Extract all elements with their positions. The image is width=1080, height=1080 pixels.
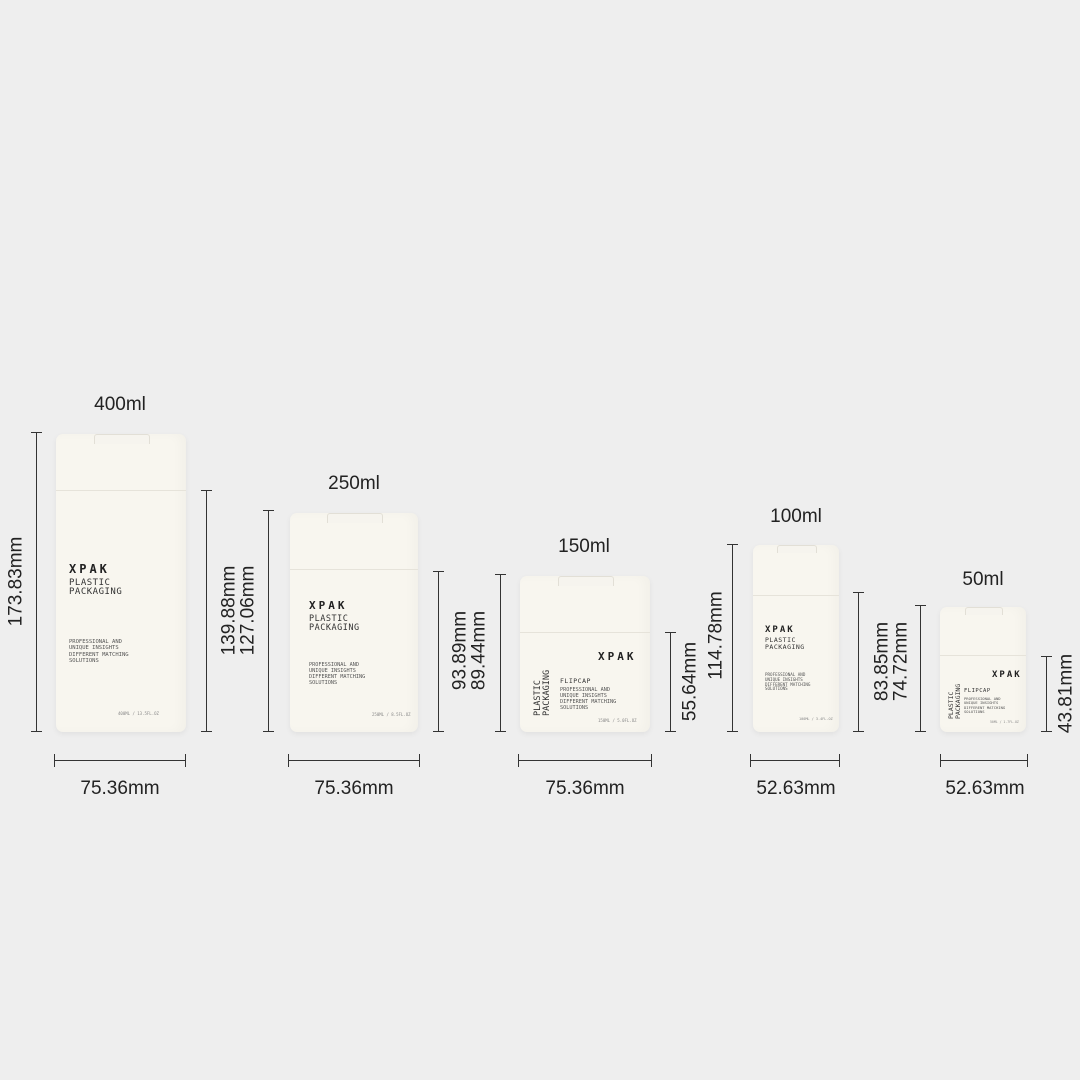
bottle-50ml: PLASTIC PACKAGING XPAK FLIPCAP PROFESSIO… xyxy=(940,607,1026,732)
body-height-dimension xyxy=(665,632,676,732)
volume-mark: 150ML / 5.0FL.OZ xyxy=(598,718,637,723)
total-height-label-2: 127.06mm xyxy=(237,565,259,656)
brand-logo: XPAK xyxy=(765,625,795,635)
bottle-100ml: XPAK PLASTIC PACKAGING PROFESSIONAL AND … xyxy=(753,545,839,732)
total-height-dimension xyxy=(263,510,274,732)
volume-mark: 100ML / 3.4FL.OZ xyxy=(799,717,833,721)
width-label: 75.36mm xyxy=(545,778,625,799)
product-line-2: PACKAGING xyxy=(69,587,123,597)
flip-cap-tab xyxy=(327,513,383,523)
product-line-2: PACKAGING xyxy=(309,623,360,633)
brand-logo: XPAK xyxy=(69,562,110,576)
total-height-dimension xyxy=(31,432,42,732)
capacity-label-400ml: 400ml xyxy=(94,394,146,415)
description: PROFESSIONAL AND UNIQUE INSIGHTS DIFFERE… xyxy=(765,672,811,692)
total-height-label-5: 74.72mm xyxy=(890,621,912,702)
description: PROFESSIONAL AND UNIQUE INSIGHTS DIFFERE… xyxy=(560,687,617,711)
volume-mark: 50ML / 1.7FL.OZ xyxy=(990,720,1019,724)
body-height-label: 139.88mm xyxy=(218,565,240,656)
product-line-1: PLASTIC xyxy=(309,614,349,624)
flip-cap-tab xyxy=(965,607,1003,615)
flip-cap-tab xyxy=(777,545,817,553)
product-line-1: PLASTIC xyxy=(765,636,796,644)
bottle-150ml: PLASTIC PACKAGING XPAK FLIPCAP PROFESSIO… xyxy=(520,576,650,732)
volume-mark: 250ML / 8.5FL.OZ xyxy=(372,712,411,717)
width-label: 75.36mm xyxy=(314,778,394,799)
brand-logo: XPAK xyxy=(309,599,348,612)
total-height-label-3: 89.44mm xyxy=(468,610,490,691)
width-label: 75.36mm xyxy=(80,778,160,799)
body-height-label: 93.89mm xyxy=(449,610,471,691)
cap-seam xyxy=(753,595,839,596)
brand-logo: XPAK xyxy=(992,670,1022,680)
volume-mark: 400ML / 13.5FL.OZ xyxy=(118,711,159,716)
width-dimension xyxy=(750,754,840,767)
width-label: 52.63mm xyxy=(756,778,836,799)
capacity-label-50ml: 50ml xyxy=(962,569,1004,590)
width-dimension xyxy=(54,754,186,767)
side-vertical-label: PLASTIC PACKAGING xyxy=(947,683,962,719)
brand-logo: XPAK xyxy=(598,650,637,663)
body-height-label: 43.81mm xyxy=(1055,653,1077,734)
bottle-250ml: XPAK PLASTIC PACKAGING PROFESSIONAL AND … xyxy=(290,513,418,732)
bottle-400ml: XPAK PLASTIC PACKAGING PROFESSIONAL AND … xyxy=(56,434,186,732)
flip-cap-tab xyxy=(558,576,614,586)
capacity-label-150ml: 150ml xyxy=(558,536,610,557)
total-height-label: 173.83mm xyxy=(5,536,27,627)
body-height-dimension xyxy=(1041,656,1052,732)
body-height-dimension xyxy=(433,571,444,732)
description: PROFESSIONAL AND UNIQUE INSIGHTS DIFFERE… xyxy=(964,696,1006,715)
description: PROFESSIONAL AND UNIQUE INSIGHTS DIFFERE… xyxy=(309,662,366,686)
width-label: 52.63mm xyxy=(945,778,1025,799)
width-dimension xyxy=(940,754,1028,767)
total-height-label-4: 114.78mm xyxy=(705,591,727,680)
flip-cap-tab xyxy=(94,434,150,444)
total-height-dimension xyxy=(915,605,926,732)
body-height-label: 83.85mm xyxy=(871,621,893,702)
width-dimension xyxy=(288,754,420,767)
capacity-label-250ml: 250ml xyxy=(328,473,380,494)
side-vertical-label: PLASTIC PACKAGING xyxy=(533,669,552,716)
description: PROFESSIONAL AND UNIQUE INSIGHTS DIFFERE… xyxy=(69,639,129,664)
cap-seam xyxy=(940,655,1026,656)
flipcap-label: FLIPCAP xyxy=(560,677,591,685)
width-dimension xyxy=(518,754,652,767)
capacity-label-100ml: 100ml xyxy=(770,506,822,527)
flipcap-label: FLIPCAP xyxy=(964,688,991,694)
cap-seam xyxy=(290,569,418,570)
product-line-2: PACKAGING xyxy=(765,643,805,651)
body-height-dimension xyxy=(201,490,212,732)
body-height-label: 55.64mm xyxy=(679,641,701,722)
body-height-dimension xyxy=(853,592,864,732)
product-line-1: PLASTIC xyxy=(69,578,111,588)
total-height-dimension xyxy=(495,574,506,732)
cap-seam xyxy=(56,490,186,491)
total-height-dimension xyxy=(727,544,738,732)
cap-seam xyxy=(520,632,650,633)
